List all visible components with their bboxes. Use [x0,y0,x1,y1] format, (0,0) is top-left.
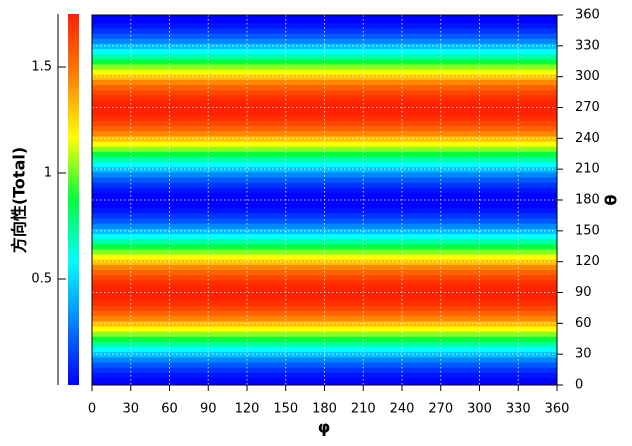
heatmap-cell [92,22,557,29]
colorbar [68,14,79,385]
heatmap-cell [92,146,557,152]
y-tick-label: 180 [575,193,600,208]
y-tick-label: 90 [575,285,592,300]
y-tick-label: 150 [575,223,600,238]
y-tick-label: 360 [575,8,600,23]
heatmap-cell [92,182,557,188]
heatmap-cell [92,367,557,373]
heatmap-cell [92,361,557,368]
heatmap-cell [92,331,557,337]
colorbar-tick-label: 1.5 [31,60,52,75]
colorbar-tick-label: 1 [44,166,52,181]
y-tick-label: 210 [575,162,600,177]
heatmap-cell [92,99,557,106]
heatmap-cell [92,94,557,101]
heatmap-cell [92,243,557,250]
y-tick-label: 270 [575,100,600,115]
heatmap-cell [92,279,557,286]
heatmap-cell [92,315,557,322]
heatmap-cell [92,202,557,209]
y-tick-label: 120 [575,254,600,269]
x-tick-label: 330 [506,402,531,417]
heatmap-cell [92,223,557,229]
x-tick-label: 0 [88,402,96,417]
y-tick-label: 30 [575,347,592,362]
heatmap-cell [92,295,557,301]
heatmap-cell [92,27,557,34]
y-tick-label: 60 [575,316,592,331]
heatmap-cell [92,346,557,353]
heatmap-cell [92,274,557,281]
x-tick-label: 240 [390,402,415,417]
heatmap-cell [92,151,557,157]
y-axis-title: θ [602,195,621,206]
x-tick-label: 180 [312,402,337,417]
heatmap-cell [92,58,557,65]
heatmap-cell [92,63,557,70]
heatmap-cell [92,15,557,19]
x-tick-label: 270 [428,402,453,417]
heatmap-cell [92,171,557,178]
x-tick-label: 30 [122,402,139,417]
x-tick-label: 90 [200,402,217,417]
x-tick-label: 300 [467,402,492,417]
heatmap-cell [92,130,557,137]
heatmap-cell [92,310,557,317]
x-axis-title: φ [318,418,331,437]
x-tick-label: 120 [235,402,260,417]
heatmap-cell [92,115,557,121]
heatmap-cell [92,217,557,224]
heatmap-cell [92,207,557,214]
heatmap-cell [92,187,557,193]
heatmap-cell [92,110,557,116]
heatmap-cell [92,38,557,44]
y-tick-label: 300 [575,69,600,84]
colorbar-title: 方向性(Total) [10,147,29,253]
x-tick-label: 60 [161,402,178,417]
y-tick-label: 330 [575,38,600,53]
x-tick-label: 360 [545,402,570,417]
heatmap-cell [92,238,557,245]
x-tick-label: 150 [273,402,298,417]
y-tick-label: 0 [575,378,583,393]
colorbar-tick-label: 0.5 [31,272,52,287]
x-tick-label: 210 [351,402,376,417]
heatmap-cell [92,253,557,260]
heatmap-cell [92,79,557,85]
y-tick-label: 240 [575,131,600,146]
heatmap-cell [92,325,557,332]
